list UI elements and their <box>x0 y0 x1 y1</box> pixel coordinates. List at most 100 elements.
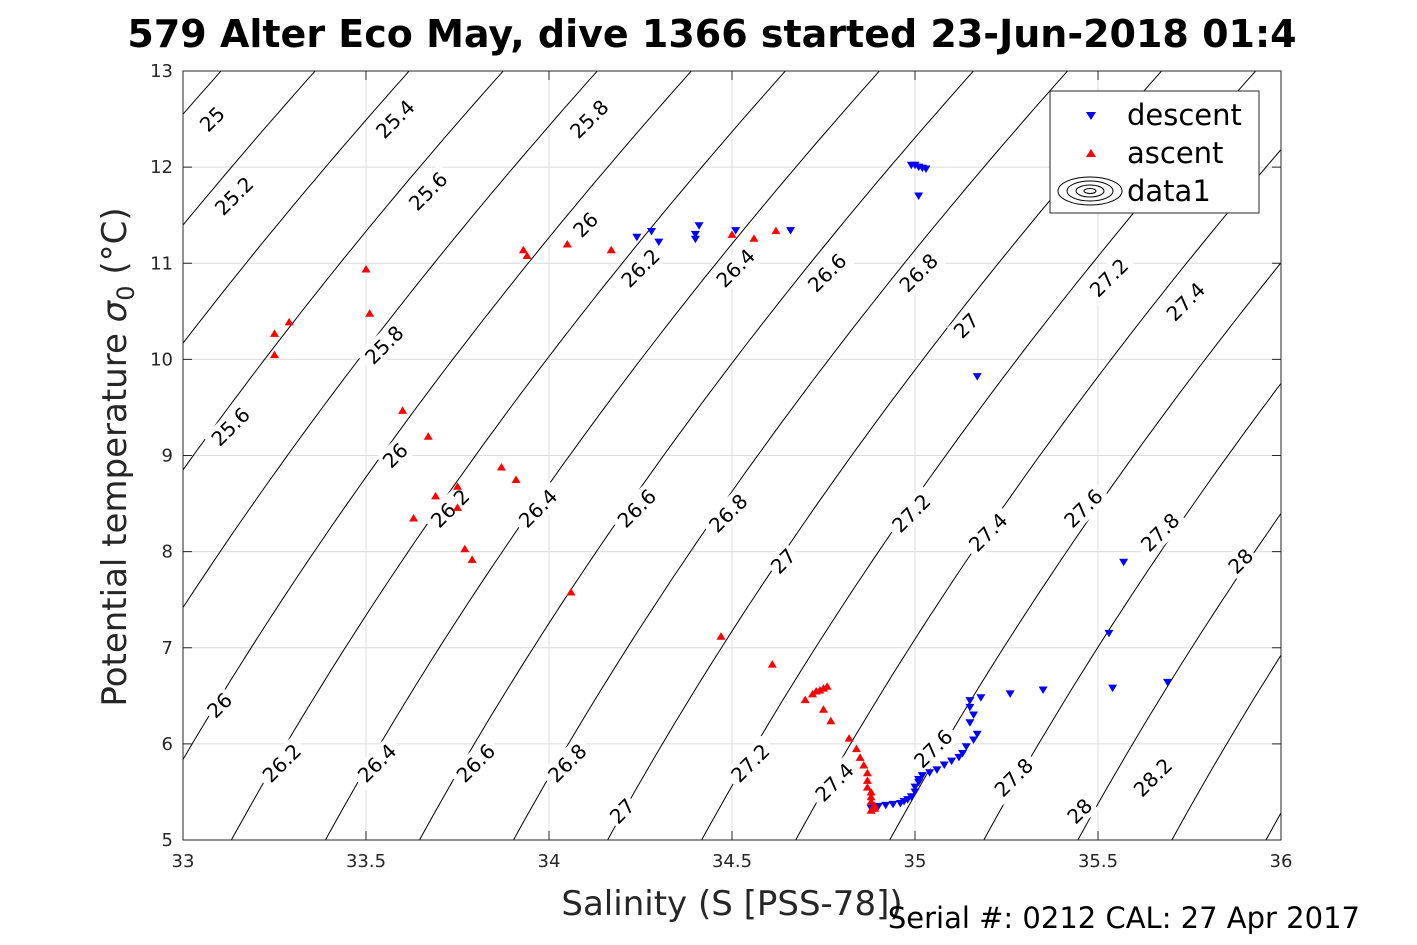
y-tick-label: 6 <box>162 734 173 755</box>
descent-point <box>910 783 920 792</box>
contour-label-bg <box>202 399 259 455</box>
ascent-point <box>270 329 279 337</box>
contour-label: 26.4 <box>708 240 764 296</box>
descent-point <box>1038 686 1048 695</box>
contour-label-bg <box>1158 274 1214 330</box>
x-axis-label: Salinity (S [PSS-78]) <box>561 884 902 924</box>
isopycnal-line <box>183 71 410 345</box>
contour-label-text: 27 <box>605 794 640 829</box>
contour-label-bg <box>367 91 423 147</box>
contour-label-text: 28 <box>1223 544 1258 579</box>
ascent-point <box>566 587 576 596</box>
descent-point <box>786 227 796 235</box>
contour-label-text: 26 <box>378 438 413 473</box>
contour-label-text: 25 <box>195 102 230 137</box>
contour-label-bg <box>764 542 803 581</box>
y-tick-label: 5 <box>162 830 173 851</box>
isopycnal-line <box>230 71 787 840</box>
y-tick-label: 12 <box>150 157 173 178</box>
isopycnal-line <box>1171 654 1281 840</box>
contour-label: 27 <box>947 306 986 345</box>
legend-ascent-label: ascent <box>1127 136 1223 170</box>
y-tick-label: 10 <box>150 349 173 370</box>
contour-label-bg <box>947 306 986 345</box>
descent-point <box>1119 558 1129 567</box>
contour-label: 28 <box>1060 792 1099 831</box>
ascent-point <box>496 463 506 471</box>
isopycnal-line <box>1265 811 1281 840</box>
contour-label-bg <box>1221 542 1260 581</box>
isopycnal-line <box>418 71 975 840</box>
contour-label: 25.6 <box>202 399 259 455</box>
isopycnal-line <box>607 71 1163 840</box>
descent-point <box>925 769 935 777</box>
ascent-point <box>862 776 872 784</box>
contour-label: 27.4 <box>1158 274 1214 330</box>
isopycnal-line <box>324 71 881 840</box>
ascent-point <box>522 251 532 260</box>
contour-label-bg <box>708 240 764 296</box>
x-tick-label: 33.5 <box>346 851 386 872</box>
contour-label-bg <box>891 245 947 301</box>
ascent-point <box>284 317 294 326</box>
contour-label-bg <box>206 168 262 224</box>
ascent-point <box>511 475 521 484</box>
ascent-point <box>862 768 872 777</box>
ascent-point <box>749 234 759 242</box>
ascent-point <box>855 753 865 761</box>
descent-point <box>969 736 979 745</box>
contour-label-bg <box>510 480 566 536</box>
ascent-point <box>866 792 876 801</box>
contour-label: 25.6 <box>400 163 456 219</box>
descent-point <box>972 730 982 739</box>
descent-point <box>1005 690 1015 698</box>
isopycnal-line <box>183 71 504 471</box>
ascent-point <box>819 684 828 692</box>
contour-label-bg <box>376 436 415 475</box>
legend-contour-label: data1 <box>1127 174 1211 208</box>
descent-point <box>914 778 924 787</box>
contour-label-bg <box>806 754 863 810</box>
contour-label-bg <box>612 240 669 296</box>
contour-label: 27.4 <box>806 754 863 810</box>
ascent-point <box>361 265 371 273</box>
ascent-point <box>767 660 777 668</box>
isopycnal-line <box>183 71 692 761</box>
contour-label-bg <box>799 245 855 301</box>
legend-descent-marker <box>1086 112 1096 120</box>
descent-point <box>921 165 931 174</box>
contour-label: 26.2 <box>612 240 669 296</box>
x-tick-label: 34.5 <box>712 851 752 872</box>
ascent-point <box>866 797 876 806</box>
ascent-point <box>518 245 528 254</box>
contour-label-bg <box>700 485 756 541</box>
ascent-point <box>562 240 572 248</box>
ascent-point <box>398 406 408 414</box>
contour-label-bg <box>566 205 605 244</box>
descent-point <box>976 694 986 702</box>
contour-label: 25 <box>193 100 232 139</box>
isopycnal-line <box>183 71 598 609</box>
descent-point <box>731 227 741 235</box>
ascent-point <box>819 705 828 713</box>
y-tick-label: 8 <box>162 542 173 563</box>
isopycnal-line <box>183 71 316 226</box>
contour-label: 26.8 <box>891 245 947 301</box>
contour-label-bg <box>193 100 232 139</box>
contour-label-text: 27 <box>766 544 801 579</box>
descent-point <box>895 799 905 808</box>
descent-point <box>899 798 909 806</box>
contour-label: 27.8 <box>986 749 1042 806</box>
descent-point <box>954 753 964 762</box>
x-tick-label: 36 <box>1270 851 1293 872</box>
descent-point <box>903 796 913 804</box>
legend-contour-icon <box>1057 176 1123 206</box>
descent-point <box>965 697 975 705</box>
contour-label: 27 <box>764 542 803 581</box>
descent-point <box>1163 678 1173 687</box>
descent-point <box>646 228 656 236</box>
legend: descent ascent data1 <box>1049 90 1260 214</box>
contour-label-bg <box>422 480 478 536</box>
descent-point <box>690 235 700 244</box>
